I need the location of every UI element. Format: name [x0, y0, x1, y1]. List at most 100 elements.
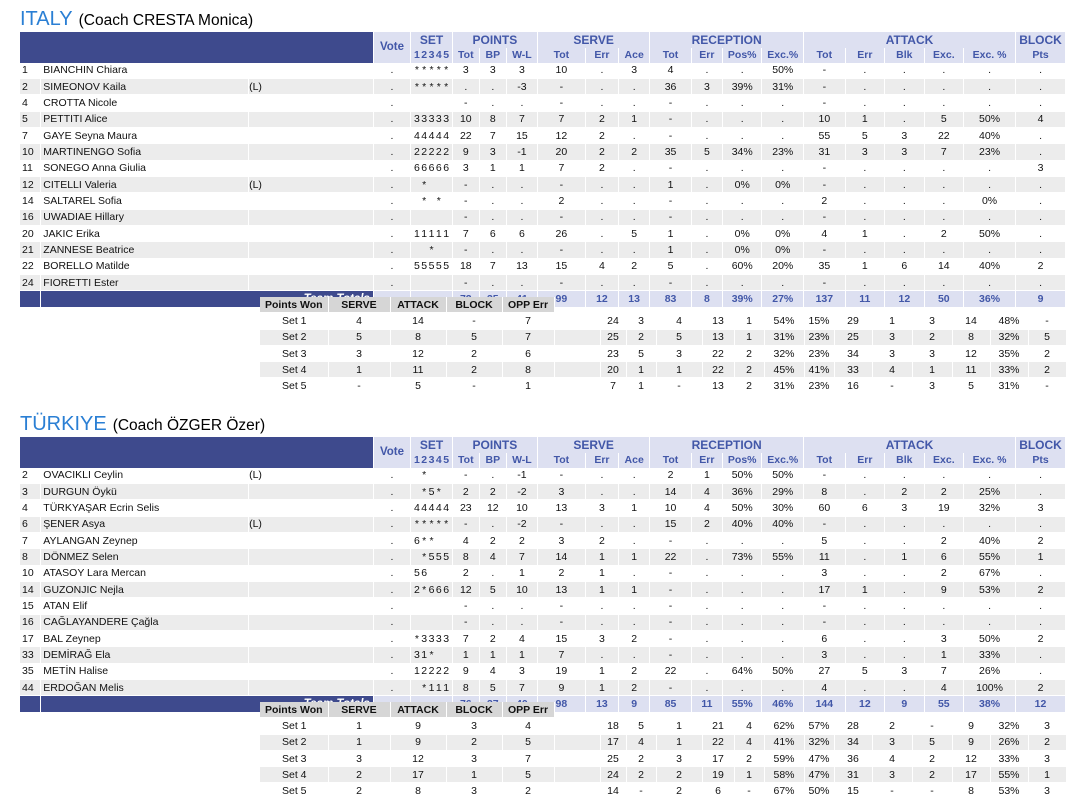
- attack-subheader: Tot: [803, 453, 846, 468]
- set-attack-cell: 1: [872, 312, 913, 330]
- set-entry: *: [436, 80, 441, 93]
- set-reception-cell: 62%: [764, 717, 805, 735]
- serve-cell: .: [585, 192, 620, 210]
- attack-cell: .: [963, 467, 1017, 484]
- set-block-points: 3: [446, 750, 503, 768]
- set-spacer: [554, 312, 601, 330]
- attack-cell: 4: [803, 225, 846, 243]
- set-entry: 5: [435, 550, 442, 563]
- player-number: 2: [20, 78, 42, 96]
- libero-flag: [248, 127, 374, 145]
- points-cell: 8: [452, 679, 480, 697]
- attack-cell: 11: [803, 548, 846, 566]
- reception-cell: .: [722, 679, 763, 697]
- set-entry: *: [414, 632, 419, 645]
- set-attack-cell: 3: [912, 377, 953, 395]
- set-reception-cell: 22: [702, 734, 735, 751]
- serve-cell: 26: [537, 225, 586, 243]
- set-reception-cell: 1: [734, 312, 765, 330]
- set-block-points: 2: [446, 345, 503, 363]
- player-sets: * *: [410, 192, 453, 210]
- set-entry: 1: [421, 227, 428, 240]
- set-entry: 1: [413, 227, 420, 240]
- attack-cell: 1: [924, 646, 965, 664]
- set-attack-cell: 2: [912, 750, 953, 768]
- set-opp-errors: 7: [502, 312, 555, 330]
- reception-cell: .: [722, 532, 763, 550]
- serve-subheader: Ace: [618, 453, 651, 468]
- player-sets: *: [410, 241, 453, 259]
- player-name: JAKIC Erika: [40, 225, 250, 243]
- player-vote: .: [373, 192, 412, 210]
- set-entry: [428, 567, 435, 579]
- serve-cell: .: [618, 467, 651, 484]
- set-opp-errors: 7: [502, 750, 555, 768]
- set-attack-cell: 14: [952, 312, 991, 330]
- set-entry: *: [436, 64, 441, 77]
- attack-cell: .: [963, 209, 1017, 226]
- serve-cell: .: [618, 274, 651, 292]
- set-entry: [428, 469, 435, 481]
- set-entry: *: [429, 534, 434, 547]
- set-attack-cell: 35%: [990, 345, 1029, 363]
- serve-cell: -: [537, 209, 586, 226]
- points-cell: -: [452, 241, 480, 259]
- reception-cell: .: [722, 192, 763, 210]
- libero-flag: [248, 565, 374, 582]
- set-reception-cell: 1: [734, 329, 765, 346]
- libero-flag: [248, 499, 374, 517]
- set-block-points: 3: [446, 717, 503, 735]
- set-serve-cell: 7: [600, 377, 627, 395]
- points-subheader: W-L: [506, 453, 539, 468]
- set-entry: 4: [413, 501, 420, 514]
- set-reception-cell: 23%: [804, 329, 835, 346]
- set-entry: *: [436, 518, 441, 531]
- player-name: BAL Zeynep: [40, 630, 250, 648]
- set-serve-cell: 1: [656, 734, 703, 751]
- block-cell: .: [1015, 192, 1066, 210]
- set-group-header: SET: [410, 437, 453, 453]
- reception-cell: .: [761, 532, 805, 550]
- set-reception-cell: 19: [702, 766, 735, 784]
- reception-cell: -: [649, 614, 692, 631]
- attack-cell: 6: [924, 548, 965, 566]
- set-opp-errors: 8: [502, 361, 555, 379]
- coach-name: (Coach ÖZGER Özer): [112, 417, 266, 434]
- attack-cell: -: [803, 516, 846, 533]
- points-cell: 10: [506, 581, 539, 599]
- attack-cell: .: [884, 532, 925, 550]
- player-row: 15 ATAN Elif. -.. -.. -... -.....: [20, 597, 1066, 615]
- attack-subheader: Blk: [884, 453, 925, 468]
- team-name: ITALY: [20, 8, 73, 30]
- set-entry: [413, 244, 420, 256]
- serve-cell: 7: [537, 646, 586, 664]
- set-block-points: 1: [446, 766, 503, 784]
- set-block-cell: 5: [1028, 329, 1067, 346]
- block-subheader: Pts: [1015, 48, 1066, 63]
- player-row: 24 FIORETTI Ester. -.. -.. -... -.....: [20, 274, 1066, 292]
- set-entry: 4: [413, 129, 420, 142]
- serve-cell: 14: [537, 548, 586, 566]
- set-attack-cell: 53%: [990, 782, 1029, 800]
- attack-cell: 7: [924, 143, 965, 161]
- player-number: 3: [20, 483, 42, 501]
- reception-cell: -: [649, 532, 692, 550]
- set-reception-cell: 47%: [804, 766, 835, 784]
- set-entry: 1: [435, 681, 442, 694]
- player-sets: * * * * *: [410, 516, 453, 533]
- set-row: Set 3 3 12 2 6 23 5 3 22 2 32% 23% 34 3 3 12 35% 2: [260, 345, 1089, 363]
- player-name: CROTTA Nicole: [40, 94, 250, 112]
- header-blank: [20, 32, 374, 63]
- player-row: 20 JAKIC Erika. 1 1 1 1 1 7 6 6 26. 5 1. 0% 0% 4 1. 2 50%.: [20, 225, 1066, 243]
- attack-cell: .: [884, 274, 925, 292]
- total-attack: 36%: [963, 290, 1017, 307]
- set-entry: 2: [435, 665, 442, 678]
- set-entry: *: [422, 583, 427, 596]
- reception-cell: .: [691, 111, 723, 128]
- reception-cell: .: [691, 646, 723, 664]
- player-number: 20: [20, 225, 42, 243]
- attack-cell: .: [924, 62, 965, 79]
- set-reception-cell: 2: [734, 377, 765, 395]
- attack-cell: 17: [803, 581, 846, 599]
- points-cell: 13: [506, 258, 539, 275]
